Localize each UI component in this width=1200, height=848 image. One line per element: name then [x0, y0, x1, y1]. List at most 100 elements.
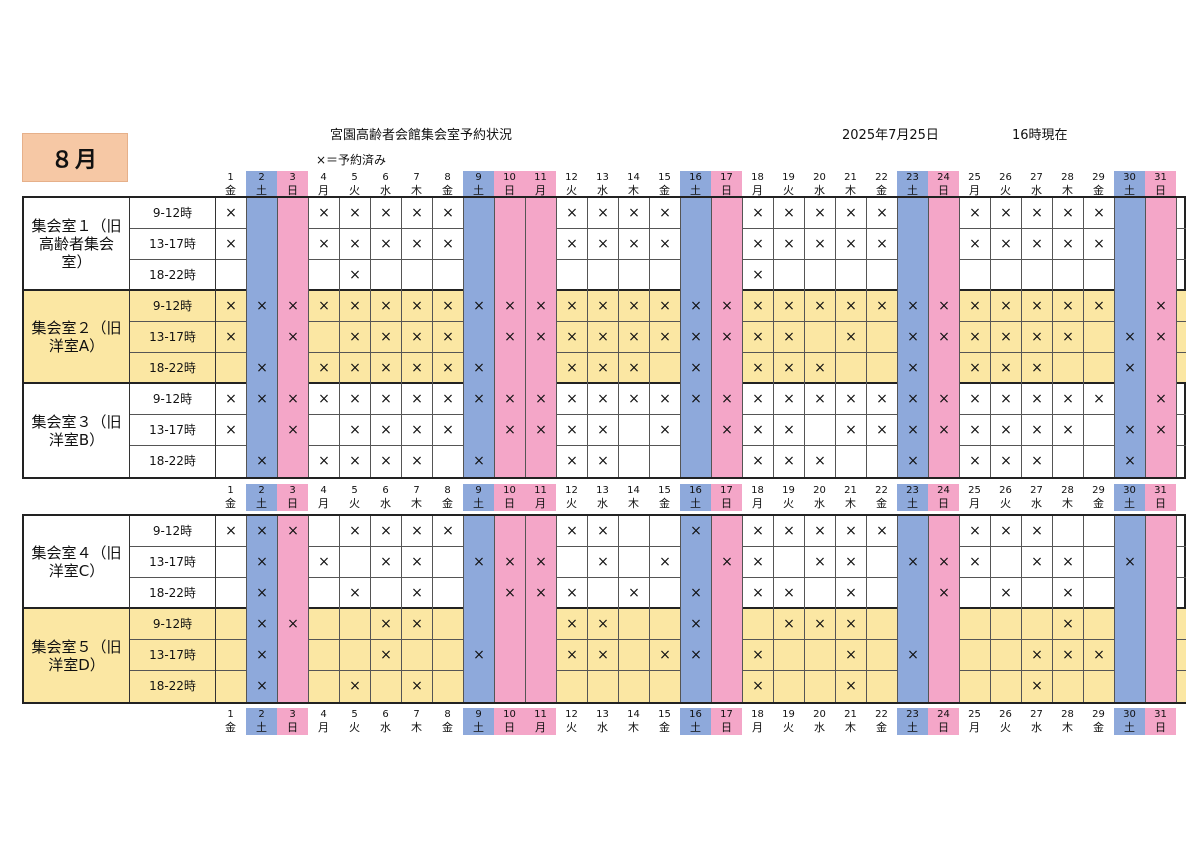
booked-mark[interactable]: × [309, 229, 340, 260]
reservation-cell[interactable] [1084, 516, 1115, 547]
reservation-cell[interactable] [247, 229, 278, 260]
booked-mark[interactable]: × [216, 384, 247, 415]
reservation-cell[interactable] [464, 516, 495, 547]
booked-mark[interactable]: × [216, 415, 247, 446]
reservation-cell[interactable] [433, 446, 464, 477]
reservation-cell[interactable] [1146, 446, 1177, 477]
reservation-cell[interactable] [805, 640, 836, 671]
booked-mark[interactable]: × [588, 516, 619, 547]
reservation-cell[interactable] [619, 415, 650, 446]
reservation-cell[interactable] [836, 260, 867, 291]
reservation-cell[interactable] [929, 671, 960, 702]
reservation-cell[interactable] [650, 516, 681, 547]
booked-mark[interactable]: × [1022, 198, 1053, 229]
reservation-cell[interactable] [1115, 291, 1146, 322]
reservation-cell[interactable] [1022, 578, 1053, 609]
reservation-cell[interactable] [1022, 609, 1053, 640]
booked-mark[interactable]: × [867, 415, 898, 446]
booked-mark[interactable]: × [433, 516, 464, 547]
reservation-cell[interactable] [1146, 640, 1177, 671]
reservation-cell[interactable] [433, 578, 464, 609]
reservation-cell[interactable] [464, 578, 495, 609]
reservation-cell[interactable] [1146, 547, 1177, 578]
booked-mark[interactable]: × [898, 640, 929, 671]
booked-mark[interactable]: × [1146, 322, 1177, 353]
booked-mark[interactable]: × [836, 415, 867, 446]
booked-mark[interactable]: × [309, 446, 340, 477]
reservation-cell[interactable] [681, 671, 712, 702]
booked-mark[interactable]: × [681, 640, 712, 671]
booked-mark[interactable]: × [402, 198, 433, 229]
reservation-cell[interactable] [464, 671, 495, 702]
booked-mark[interactable]: × [836, 578, 867, 609]
reservation-cell[interactable] [433, 671, 464, 702]
booked-mark[interactable]: × [247, 671, 278, 702]
booked-mark[interactable]: × [247, 609, 278, 640]
reservation-cell[interactable] [495, 640, 526, 671]
booked-mark[interactable]: × [247, 291, 278, 322]
booked-mark[interactable]: × [619, 291, 650, 322]
booked-mark[interactable]: × [1084, 384, 1115, 415]
booked-mark[interactable]: × [991, 229, 1022, 260]
booked-mark[interactable]: × [867, 516, 898, 547]
reservation-cell[interactable] [309, 415, 340, 446]
reservation-cell[interactable] [929, 260, 960, 291]
booked-mark[interactable]: × [433, 353, 464, 384]
reservation-cell[interactable] [712, 578, 743, 609]
reservation-cell[interactable] [991, 547, 1022, 578]
reservation-cell[interactable] [681, 229, 712, 260]
booked-mark[interactable]: × [743, 516, 774, 547]
booked-mark[interactable]: × [681, 578, 712, 609]
booked-mark[interactable]: × [743, 671, 774, 702]
booked-mark[interactable]: × [371, 415, 402, 446]
booked-mark[interactable]: × [619, 198, 650, 229]
reservation-cell[interactable] [712, 671, 743, 702]
reservation-cell[interactable] [712, 229, 743, 260]
booked-mark[interactable]: × [371, 291, 402, 322]
booked-mark[interactable]: × [1053, 384, 1084, 415]
reservation-cell[interactable] [216, 671, 247, 702]
booked-mark[interactable]: × [340, 353, 371, 384]
reservation-cell[interactable] [1115, 260, 1146, 291]
reservation-cell[interactable] [960, 578, 991, 609]
booked-mark[interactable]: × [898, 322, 929, 353]
reservation-cell[interactable] [681, 415, 712, 446]
booked-mark[interactable]: × [526, 415, 557, 446]
booked-mark[interactable]: × [402, 384, 433, 415]
reservation-cell[interactable] [1084, 353, 1115, 384]
booked-mark[interactable]: × [960, 291, 991, 322]
booked-mark[interactable]: × [1022, 547, 1053, 578]
booked-mark[interactable]: × [402, 609, 433, 640]
booked-mark[interactable]: × [805, 547, 836, 578]
reservation-cell[interactable] [929, 640, 960, 671]
booked-mark[interactable]: × [805, 229, 836, 260]
booked-mark[interactable]: × [1115, 446, 1146, 477]
reservation-cell[interactable] [712, 516, 743, 547]
reservation-cell[interactable] [898, 609, 929, 640]
reservation-cell[interactable] [278, 547, 309, 578]
booked-mark[interactable]: × [898, 415, 929, 446]
reservation-cell[interactable] [929, 609, 960, 640]
booked-mark[interactable]: × [557, 384, 588, 415]
reservation-cell[interactable] [1146, 578, 1177, 609]
booked-mark[interactable]: × [929, 291, 960, 322]
reservation-cell[interactable] [867, 260, 898, 291]
booked-mark[interactable]: × [588, 640, 619, 671]
reservation-cell[interactable] [898, 198, 929, 229]
booked-mark[interactable]: × [247, 516, 278, 547]
booked-mark[interactable]: × [588, 353, 619, 384]
reservation-cell[interactable] [1115, 516, 1146, 547]
booked-mark[interactable]: × [340, 384, 371, 415]
reservation-cell[interactable] [1115, 229, 1146, 260]
reservation-cell[interactable] [991, 671, 1022, 702]
booked-mark[interactable]: × [1115, 547, 1146, 578]
booked-mark[interactable]: × [1022, 640, 1053, 671]
booked-mark[interactable]: × [340, 446, 371, 477]
reservation-cell[interactable] [1146, 229, 1177, 260]
booked-mark[interactable]: × [805, 291, 836, 322]
booked-mark[interactable]: × [743, 640, 774, 671]
booked-mark[interactable]: × [743, 353, 774, 384]
reservation-cell[interactable] [278, 446, 309, 477]
reservation-cell[interactable] [433, 609, 464, 640]
booked-mark[interactable]: × [650, 640, 681, 671]
